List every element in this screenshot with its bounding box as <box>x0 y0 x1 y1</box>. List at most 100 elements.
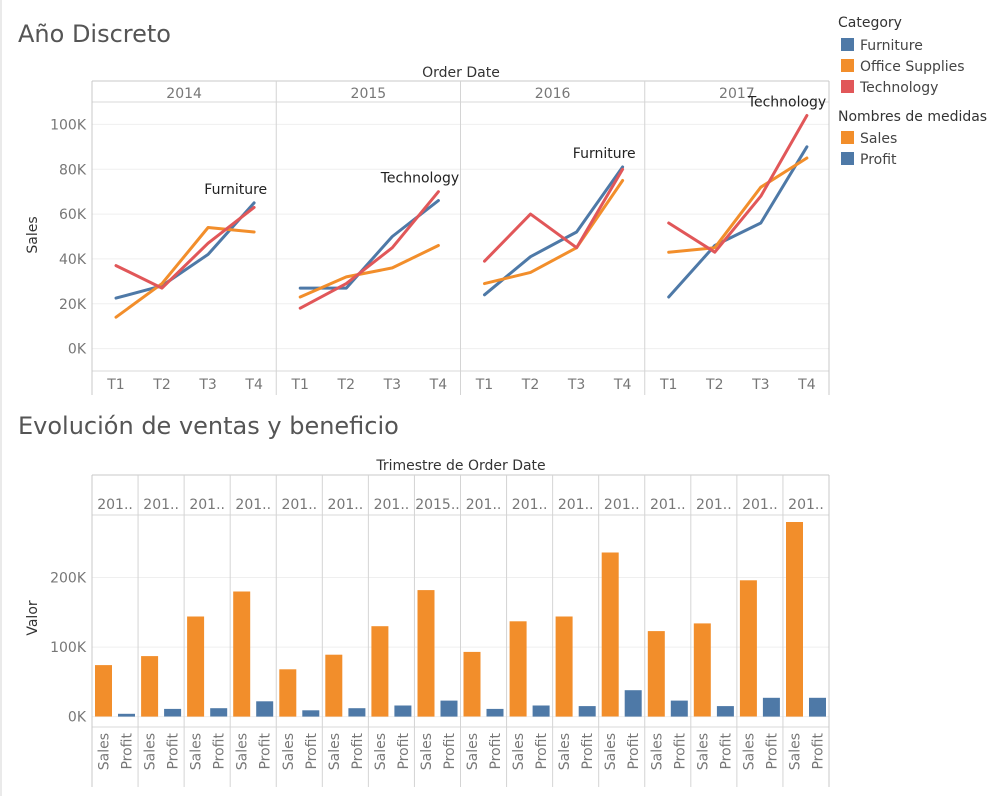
x-tick-label: T3 <box>567 377 585 393</box>
line-furniture[interactable] <box>114 201 256 300</box>
line-office-supplies[interactable] <box>298 244 440 299</box>
bar-sales[interactable] <box>95 665 112 717</box>
line-office-supplies[interactable] <box>114 226 256 319</box>
x-tick-label: Sales <box>603 733 619 770</box>
bar-sales[interactable] <box>463 651 481 717</box>
y-axis: 0K 100K 200K <box>50 571 87 726</box>
legend[interactable]: Category Furniture Office Supplies Technol… <box>838 15 987 168</box>
bar-sales[interactable] <box>739 580 757 717</box>
line-furniture[interactable] <box>667 145 809 299</box>
pane-frame: 2014 2015 2016 2017 <box>91 80 830 395</box>
mark-label: Technology <box>747 94 826 110</box>
bar-profit[interactable] <box>348 708 366 717</box>
bar-profit[interactable] <box>256 701 274 717</box>
bar-sales[interactable] <box>786 522 803 717</box>
bar-sales[interactable] <box>233 591 251 717</box>
bar-chart[interactable]: Trimestre de Order Date Valor 201.. 201..… <box>25 458 830 787</box>
quarter-header: 201.. <box>650 497 686 513</box>
line-chart[interactable]: Order Date Sales 2014 2015 2016 2017 0K 20K 4… <box>25 65 830 395</box>
bar-profit[interactable] <box>716 706 734 717</box>
x-tick-label: T3 <box>383 377 401 393</box>
bar-sales[interactable] <box>509 621 527 717</box>
bar-profit[interactable] <box>440 700 458 717</box>
bar-sales[interactable] <box>141 656 159 717</box>
line-office-supplies[interactable] <box>483 179 625 286</box>
x-tick-label: Profit <box>718 733 734 770</box>
x-tick-label: Profit <box>488 733 504 770</box>
bar-profit[interactable] <box>762 697 780 717</box>
quarter-header: 201.. <box>235 497 271 513</box>
legend-swatch-profit[interactable] <box>841 152 854 165</box>
bar-profit[interactable] <box>670 700 688 717</box>
y-tick-label: 20K <box>59 297 87 313</box>
x-tick-label: T2 <box>337 377 355 393</box>
bar-sales[interactable] <box>279 669 297 717</box>
bar-profit[interactable] <box>164 708 182 717</box>
bar-profit[interactable] <box>302 710 320 717</box>
column-header-order-date: Order Date <box>422 65 500 81</box>
bar-profit[interactable] <box>210 708 228 717</box>
x-tick-label: Profit <box>580 733 596 770</box>
quarter-header: 201.. <box>97 497 133 513</box>
x-tick-label: Profit <box>672 733 688 770</box>
quarter-header: 201.. <box>143 497 179 513</box>
bar-profit[interactable] <box>118 713 135 717</box>
x-tick-label: T1 <box>659 377 677 393</box>
quarter-header: 201.. <box>558 497 594 513</box>
bar-profit[interactable] <box>578 706 596 717</box>
legend-label[interactable]: Office Supplies <box>860 59 965 75</box>
x-tick-label: Sales <box>143 733 159 770</box>
bar-sales[interactable] <box>187 616 205 717</box>
line-technology[interactable] <box>667 114 809 254</box>
x-tick-label: Sales <box>97 733 113 770</box>
legend-category-items[interactable]: Furniture Office Supplies Technology <box>841 38 965 96</box>
legend-measure-items[interactable]: Sales Profit <box>841 131 897 168</box>
quarter-header: 201.. <box>374 497 410 513</box>
x-tick-label: Profit <box>764 733 780 770</box>
x-tick-label: Profit <box>120 733 136 770</box>
x-tick-label: T3 <box>751 377 769 393</box>
bar-profit[interactable] <box>394 705 412 717</box>
bar-profit[interactable] <box>532 705 550 717</box>
x-tick-label: Profit <box>166 733 182 770</box>
line-office-supplies[interactable] <box>667 156 809 254</box>
legend-label[interactable]: Sales <box>860 131 897 147</box>
legend-label[interactable]: Profit <box>860 152 897 168</box>
bar-sales[interactable] <box>417 590 435 717</box>
bar-profit[interactable] <box>624 690 642 717</box>
legend-swatch-technology[interactable] <box>841 80 854 93</box>
line-technology[interactable] <box>483 167 625 263</box>
legend-label[interactable]: Technology <box>859 80 938 96</box>
bar-sales[interactable] <box>693 623 711 717</box>
x-tick-label: Sales <box>511 733 527 770</box>
legend-label[interactable]: Furniture <box>860 38 923 54</box>
sheet-title-bottom: Evolución de ventas y beneficio <box>18 412 399 440</box>
bar-sales[interactable] <box>371 626 389 717</box>
x-tick-label: Profit <box>442 733 458 770</box>
x-tick-label: Sales <box>557 733 573 770</box>
legend-swatch-sales[interactable] <box>841 131 854 144</box>
bar-sales[interactable] <box>601 552 619 717</box>
y-axis: 0K 20K 40K 60K 80K 100K <box>50 117 87 357</box>
legend-swatch-office-supplies[interactable] <box>841 59 854 72</box>
bar-profit[interactable] <box>486 708 504 717</box>
bar-sales[interactable] <box>647 631 665 717</box>
x-tick-label: T2 <box>152 377 170 393</box>
line-furniture[interactable] <box>483 165 625 297</box>
line-technology[interactable] <box>114 205 256 290</box>
x-tick-label: Profit <box>626 733 642 770</box>
y-tick-label: 60K <box>59 207 87 223</box>
bar-marks[interactable] <box>95 522 826 717</box>
bar-profit[interactable] <box>809 697 826 717</box>
x-tick-label: Sales <box>695 733 711 770</box>
mark-label: Technology <box>380 171 459 187</box>
legend-swatch-furniture[interactable] <box>841 38 854 51</box>
y-tick-label: 0K <box>68 710 87 726</box>
bar-sales[interactable] <box>325 654 343 717</box>
line-series[interactable] <box>114 114 809 319</box>
x-tick-label: Sales <box>465 733 481 770</box>
bar-sales[interactable] <box>555 616 573 717</box>
line-technology[interactable] <box>298 190 440 310</box>
y-tick-label: 40K <box>59 252 87 268</box>
